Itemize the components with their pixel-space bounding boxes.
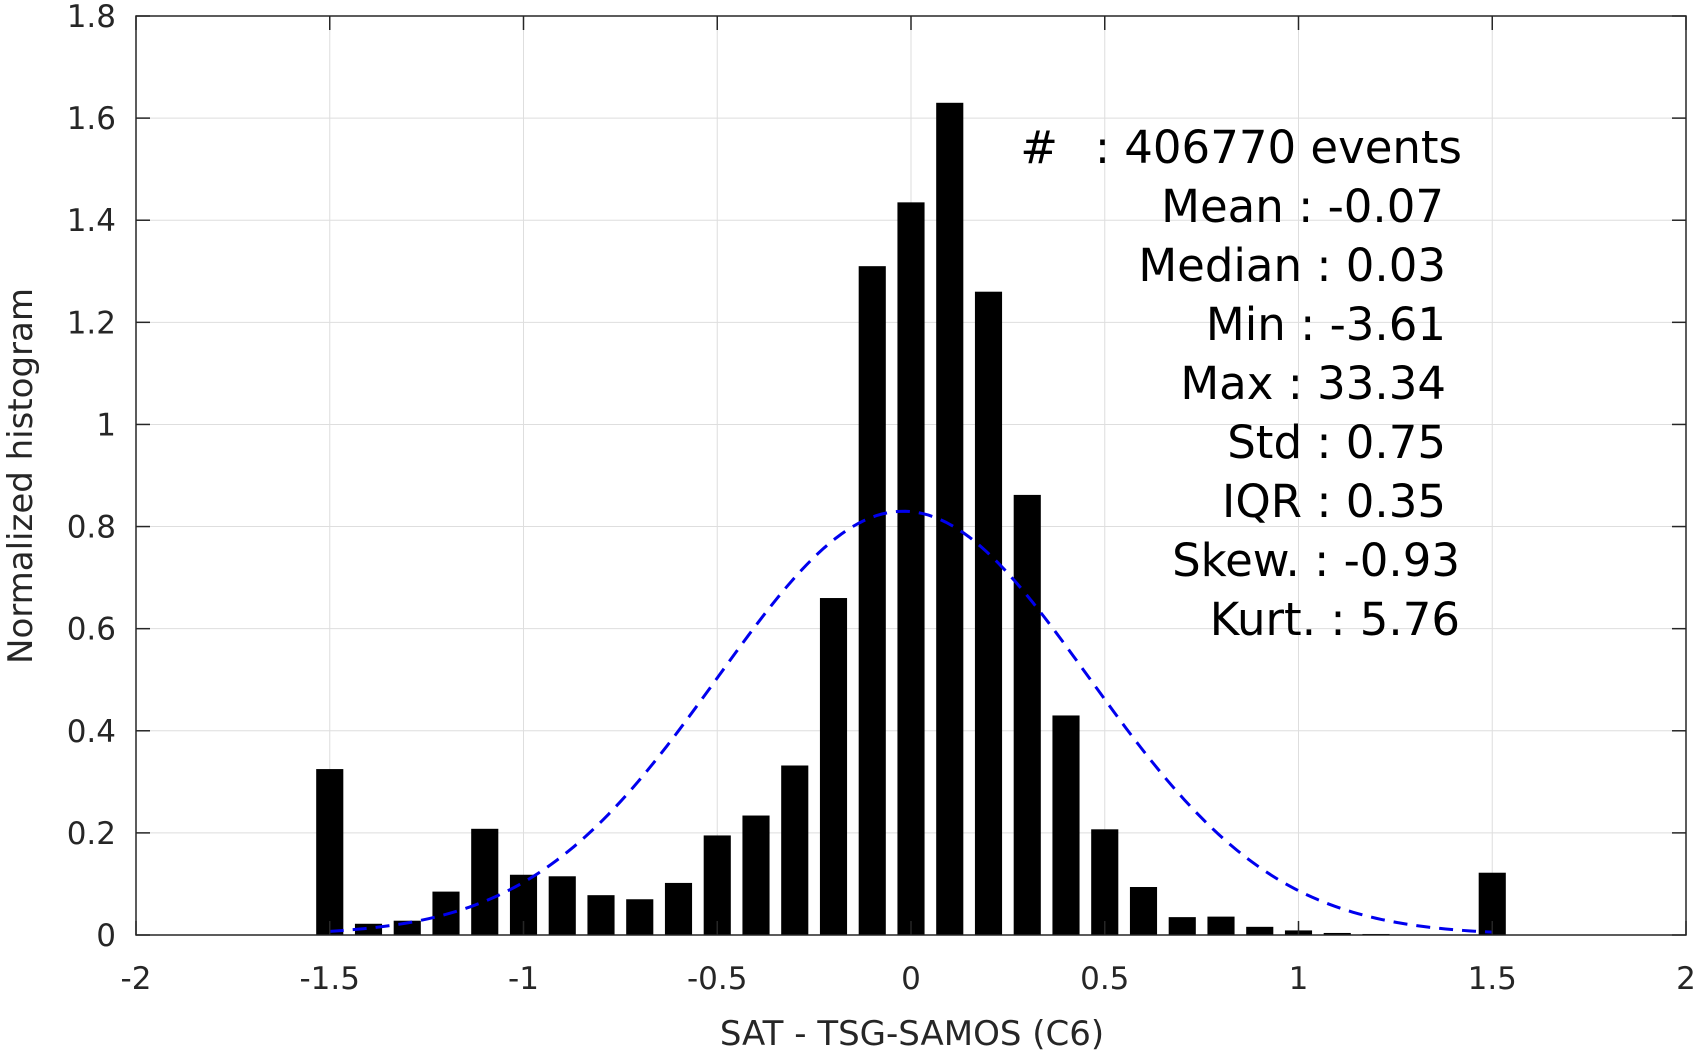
stat-value: -0.07 [1328,180,1444,233]
stat-separator: : [1284,180,1328,233]
y-tick-label: 1.4 [67,203,116,239]
x-tick-label: -0.5 [687,961,748,997]
y-tick-labels: 0 0.2 0.4 0.6 0.8 1 1.2 1.4 1.6 1.8 [67,0,116,954]
y-tick-label: 0.6 [67,612,116,648]
histogram-bar [664,882,693,935]
histogram-bar [974,291,1003,935]
stat-label: Min [1206,298,1286,351]
y-tick-label: 0.2 [67,816,116,852]
statistics-box: # : 406770 events Mean : -0.07 Median : 0.… [1020,121,1462,646]
stat-line: Skew. : -0.93 [1172,534,1460,587]
stat-label: Kurt. [1210,593,1316,646]
x-tick-label: -1 [508,961,539,997]
histogram-bar [897,202,925,935]
stat-value: 406770 events [1124,121,1462,174]
stat-line: IQR : 0.35 [1222,475,1446,528]
stat-separator: : [1273,357,1317,410]
x-tick-label: -1.5 [300,961,361,997]
x-tick-labels: -2 -1.5 -1 -0.5 0 0.5 1 1.5 2 [121,961,1696,997]
stat-label: # [1020,121,1058,174]
stat-label: Mean [1161,180,1284,233]
stat-value: 0.35 [1346,475,1446,528]
histogram-bar [1129,887,1158,935]
histogram-bar [1323,932,1351,935]
stat-line: Max : 33.34 [1180,357,1446,410]
histogram-bar [1052,715,1080,935]
histogram-bar [1013,494,1041,935]
y-tick-label: 1.6 [67,101,116,137]
x-tick-label: 1 [1289,961,1309,997]
stat-label: IQR [1222,475,1302,528]
y-tick-label: 1.8 [67,0,116,35]
histogram-bar [781,765,809,935]
stat-label: Median [1138,239,1302,292]
stat-value: 0.75 [1346,416,1446,469]
stat-separator: : [1316,593,1360,646]
stat-separator: : [1302,475,1346,528]
y-tick-label: 1 [96,407,116,443]
plot-axes [135,15,1687,936]
histogram-bar [936,102,964,936]
stat-separator: : [1286,298,1330,351]
x-tick-label: 2 [1676,961,1696,997]
y-tick-label: 0.4 [67,714,116,750]
y-tick-label: 1.2 [67,305,116,341]
x-tick-label: 0.5 [1080,961,1129,997]
stat-value: 33.34 [1317,357,1446,410]
histogram-bar [1091,829,1119,935]
histogram-bar [703,835,731,935]
x-tick-label: -2 [121,961,152,997]
x-axis-label: SAT - TSG-SAMOS (C6) [720,1014,1104,1053]
stat-label: Skew. [1172,534,1300,587]
stat-line: # : 406770 events [1020,121,1462,174]
x-tick-label: 0 [901,961,921,997]
stat-separator: : [1302,239,1346,292]
histogram-bar [742,815,770,935]
stat-label: Std [1227,416,1302,469]
stat-value: 0.03 [1346,239,1446,292]
histogram-bar [316,769,344,935]
y-axis-label: Normalized histogram [1,288,41,664]
histogram-bar [354,923,383,935]
stat-line: Kurt. : 5.76 [1210,593,1460,646]
histogram-bar [1168,917,1196,935]
histogram-bar [548,876,576,935]
stat-value: 5.76 [1360,593,1460,646]
x-tick-label: 1.5 [1468,961,1517,997]
histogram-bar [626,899,654,935]
histogram-bar [1246,926,1274,935]
plot-frame [135,15,1687,936]
y-tick-label: 0.8 [67,510,116,546]
histogram-bar [587,895,615,935]
histogram-bar [858,266,886,935]
stat-value: -0.93 [1344,534,1460,587]
stat-line: Min : -3.61 [1206,298,1446,351]
histogram-bar [471,828,499,935]
stat-separator: : [1302,416,1346,469]
stat-separator: : [1300,534,1344,587]
stat-separator: : [1058,121,1124,174]
stat-line: Std : 0.75 [1227,416,1446,469]
y-tick-label: 0 [96,918,116,954]
stat-line: Mean : -0.07 [1161,180,1444,233]
stat-value: -3.61 [1330,298,1446,351]
stat-label: Max [1180,357,1273,410]
stat-line: Median : 0.03 [1138,239,1446,292]
histogram-bar [1207,916,1235,935]
histogram-bar [819,598,848,935]
